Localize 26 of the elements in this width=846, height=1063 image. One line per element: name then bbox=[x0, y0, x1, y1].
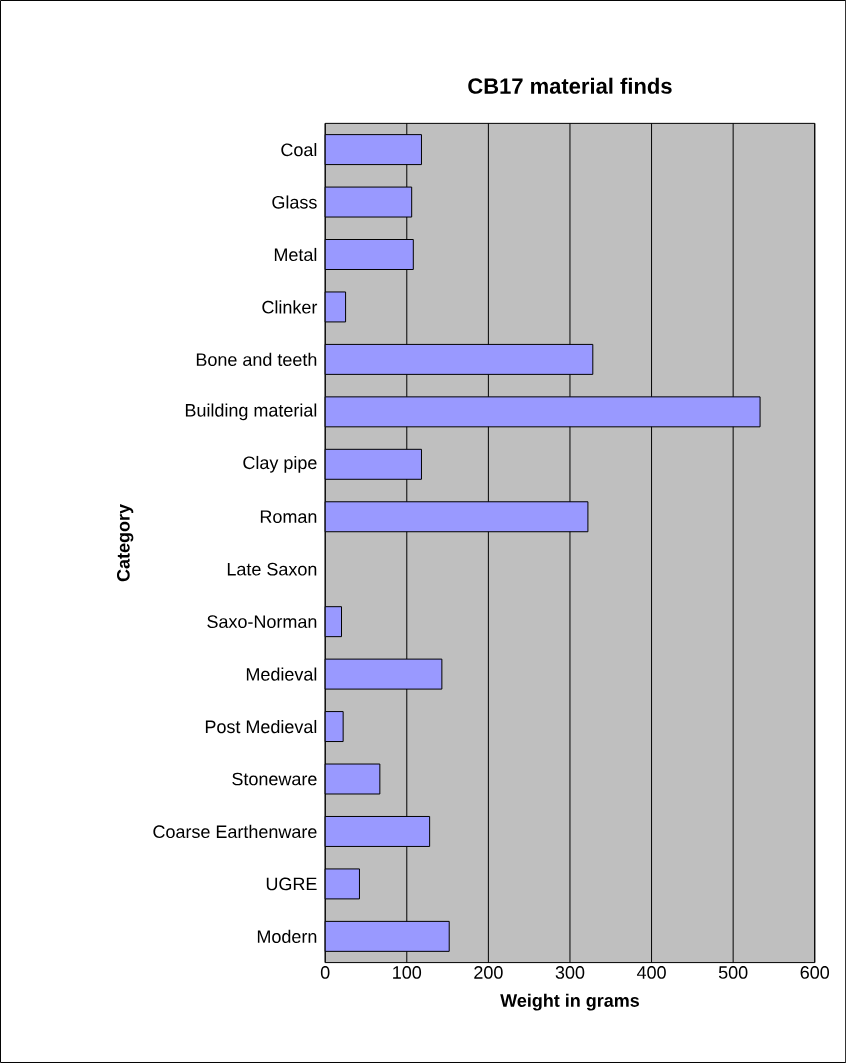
y-tick-label: Roman bbox=[260, 510, 317, 524]
x-tick-label: 200 bbox=[474, 966, 503, 979]
x-tick-label: 400 bbox=[636, 966, 666, 979]
y-axis-title: Category bbox=[116, 504, 134, 582]
y-tick-label: Post Medieval bbox=[205, 719, 317, 734]
x-tick-label: 100 bbox=[393, 966, 421, 979]
y-tick-label: Bone and teeth bbox=[196, 352, 317, 366]
y-tick-label: Clay pipe bbox=[243, 455, 317, 473]
x-axis-title: Weight in grams bbox=[500, 993, 639, 1011]
x-tick-label: 500 bbox=[718, 966, 748, 979]
y-tick-label: Medieval bbox=[246, 667, 317, 681]
x-tick-label: 300 bbox=[555, 966, 585, 979]
y-tick-label: Coal bbox=[281, 142, 317, 157]
x-tick-label: 600 bbox=[800, 966, 829, 979]
y-tick-label: Saxo-Norman bbox=[207, 615, 317, 629]
y-tick-label: Building material bbox=[185, 403, 317, 421]
chart-title: CB17 material finds bbox=[468, 77, 672, 94]
y-tick-label: Clinker bbox=[262, 300, 317, 314]
y-tick-label: Metal bbox=[274, 247, 317, 262]
y-tick-label: Modern bbox=[257, 929, 317, 943]
y-tick-label: Late Saxon bbox=[227, 562, 317, 576]
y-tick-label: Stoneware bbox=[232, 772, 317, 786]
y-tick-label: Glass bbox=[272, 195, 317, 209]
y-tick-label: Coarse Earthenware bbox=[153, 824, 317, 839]
x-tick-label: 0 bbox=[320, 966, 330, 979]
y-tick-label: UGRE bbox=[266, 877, 317, 891]
